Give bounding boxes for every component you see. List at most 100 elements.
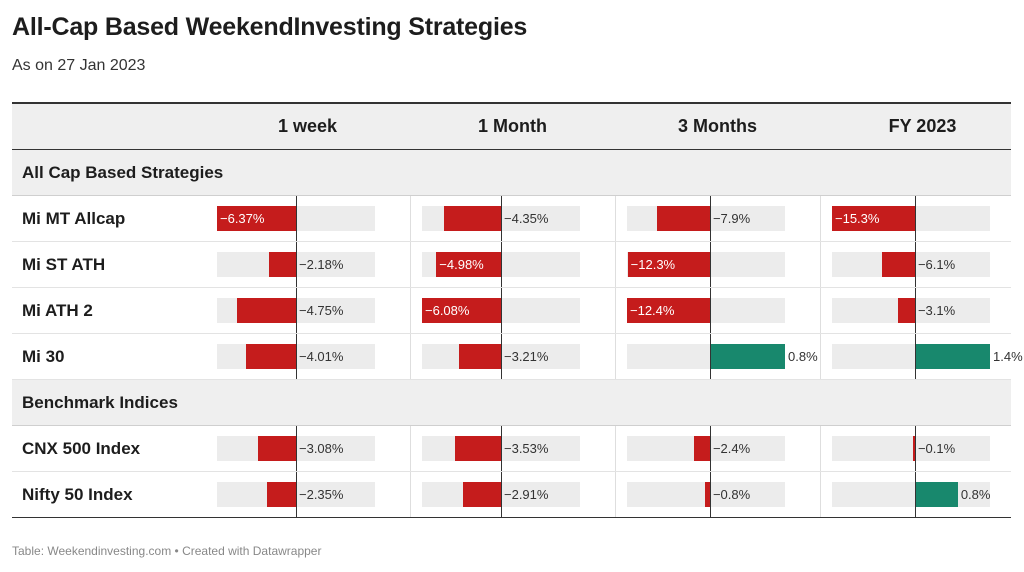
value-label: −2.4% [712,441,751,456]
value-bar [459,344,501,369]
zero-axis [709,242,711,287]
zero-axis [709,472,711,517]
value-bar [422,298,501,323]
zero-axis [296,426,297,471]
table-row: Mi ST ATH −2.18% −4.98% −12.3% −6.1% [12,242,1011,288]
chart-title: All-Cap Based WeekendInvesting Strategie… [12,13,528,41]
bar-cell: −6.08% [410,288,615,333]
bar-cell: −6.1% [820,242,1024,287]
bar-cell: −12.3% [615,242,820,287]
bar-cell: −4.98% [410,242,615,287]
value-label: 0.8% [960,487,991,502]
row-label: CNX 500 Index [22,439,141,458]
column-header: FY 2023 [888,116,957,136]
value-label: −6.1% [917,257,956,272]
value-bar [268,252,296,277]
value-label: −3.21% [504,349,549,364]
value-bar [657,206,710,231]
value-label: −7.9% [712,211,751,226]
bar-track [832,436,990,461]
value-label: −4.98% [439,257,484,272]
value-label: −0.8% [712,487,751,502]
column-header: 1 Month [478,116,547,136]
table-header: 1 week 1 Month 3 Months FY 2023 [12,104,1011,150]
value-label: −12.3% [630,257,676,272]
column-header: 3 Months [678,116,757,136]
value-label: 0.8% [788,349,818,364]
zero-axis [501,242,502,287]
row-label: Mi ST ATH [22,255,106,274]
bar-cell: −2.91% [410,472,615,517]
group-label: Benchmark Indices [22,393,178,412]
zero-axis [296,196,297,241]
zero-axis [914,426,916,471]
value-label: −3.08% [299,441,344,456]
value-label: −2.35% [299,487,344,502]
table-row: Nifty 50 Index −2.35% −2.91% −0.8% 0.8% [12,472,1011,518]
value-label: 1.4% [993,349,1023,364]
value-label: −6.37% [220,211,265,226]
bar-cell: −2.18% [205,242,410,287]
group-header: Benchmark Indices [12,380,1011,426]
zero-axis [296,242,297,287]
column-header: 1 week [277,116,338,136]
value-bar [898,298,915,323]
value-bar [914,482,958,507]
footer-credit: Table: Weekendinvesting.com • Created wi… [12,544,322,558]
value-bar [693,436,710,461]
bar-cell: −4.01% [205,334,410,379]
value-bar [913,436,915,461]
row-label: Nifty 50 Index [22,485,133,504]
value-bar [455,436,501,461]
zero-axis [914,242,916,287]
zero-axis [501,426,502,471]
value-label: −6.08% [425,303,470,318]
bar-cell: −0.1% [820,426,1024,471]
group-label: All Cap Based Strategies [22,163,224,182]
zero-axis [501,196,502,241]
bar-cell: −6.37% [205,196,410,241]
table-row: CNX 500 Index −3.08% −3.53% −2.4% −0.1% [12,426,1011,472]
value-bar [217,206,296,231]
bar-cell: 0.8% [615,334,820,379]
bar-cell: −15.3% [820,196,1024,241]
value-bar [246,344,296,369]
bar-cell: −12.4% [615,288,820,333]
row-label: Mi ATH 2 [22,301,93,320]
bar-cell: −4.35% [410,196,615,241]
bar-cell: 0.8% [820,472,1024,517]
group-header: All Cap Based Strategies [12,150,1011,196]
zero-axis [501,288,502,333]
value-label: −4.75% [299,303,344,318]
bar-cell: −3.21% [410,334,615,379]
value-label: −0.1% [917,441,956,456]
value-bar [257,436,296,461]
zero-axis [709,196,711,241]
value-label: −2.18% [299,257,344,272]
zero-axis [914,334,916,379]
value-bar [709,344,785,369]
zero-axis [296,472,297,517]
row-label: Mi MT Allcap [22,209,126,228]
chart-subtitle: As on 27 Jan 2023 [12,57,146,74]
value-bar [914,344,990,369]
value-bar [436,252,501,277]
table-row: Mi MT Allcap −6.37% −4.35% −7.9% −15.3% [12,196,1011,242]
value-bar [881,252,915,277]
bar-cell: 1.4% [820,334,1024,379]
bar-cell: −7.9% [615,196,820,241]
value-bar [237,298,296,323]
zero-axis [709,334,711,379]
zero-axis [296,334,297,379]
value-label: −3.53% [504,441,549,456]
zero-axis [501,472,502,517]
value-label: −4.35% [504,211,549,226]
value-label: −12.4% [630,303,675,318]
value-bar [463,482,501,507]
bar-cell: −4.75% [205,288,410,333]
value-label: −4.01% [299,349,344,364]
value-label: −2.91% [504,487,549,502]
table-row: Mi 30 −4.01% −3.21% 0.8% 1.4% [12,334,1023,380]
bar-cell: −0.8% [615,472,820,517]
zero-axis [914,472,916,517]
